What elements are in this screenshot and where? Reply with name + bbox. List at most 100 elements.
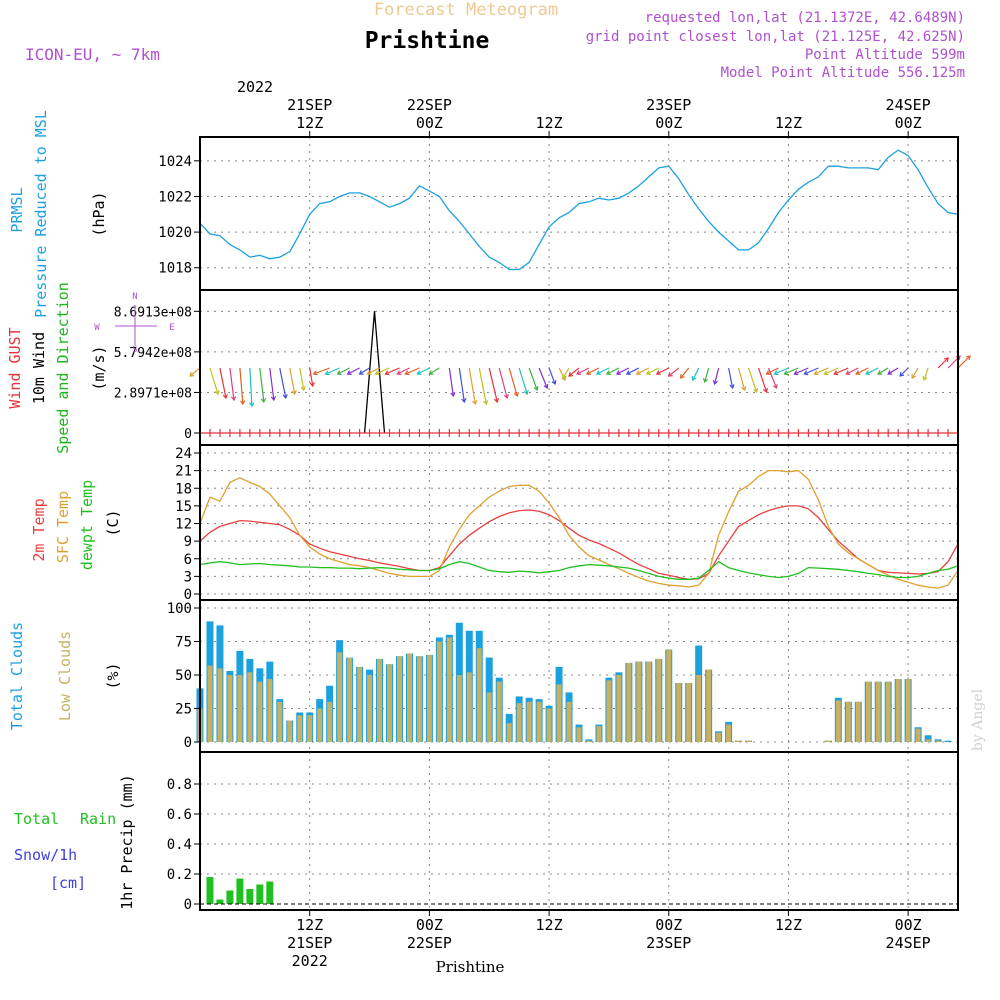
wind-arrow: [937, 357, 949, 369]
wind-panel-frame: [199, 289, 959, 446]
compass-e: E: [169, 323, 174, 333]
wind-arrow-head: [691, 375, 697, 382]
wind-arrow-head: [753, 387, 759, 394]
wind-arrow: [367, 367, 380, 375]
wind-arrow: [309, 367, 314, 387]
top-tick-hour: 00Z: [655, 114, 682, 132]
wind-arrow: [834, 367, 849, 375]
wind-arrow: [417, 367, 430, 375]
wind-arrow: [757, 367, 768, 393]
wind-arrow: [728, 367, 734, 389]
low-cloud-bar: [526, 701, 532, 742]
wind-arrow-head: [493, 398, 500, 404]
top-tick-hour: 12Z: [296, 114, 323, 132]
temp-ytick-label: 21: [175, 464, 192, 480]
watermark: by Angel: [970, 688, 986, 751]
wind-arrow: [239, 367, 244, 405]
low-cloud-bar: [257, 681, 263, 742]
wind-arrow: [429, 367, 440, 375]
rain-bar: [266, 881, 274, 904]
wind-arrow: [606, 367, 620, 375]
wind-arrow-head: [523, 389, 529, 396]
wind-arrow: [774, 367, 789, 375]
low-cloud-bar: [556, 684, 562, 742]
wind-arrow-head: [605, 370, 611, 375]
wind-arrow-head: [240, 400, 246, 406]
low-cloud-bar: [297, 715, 303, 742]
compass-w: W: [94, 323, 100, 333]
wind-arrow-head: [823, 370, 829, 376]
low-cloud-bar: [566, 701, 572, 742]
temp-ytick-label: 24: [175, 446, 192, 462]
wind-arrow-head: [855, 370, 861, 375]
wind-arrow-head: [635, 370, 641, 375]
wind-arrow: [518, 367, 528, 395]
precip-ytick-label: 0.2: [167, 867, 192, 883]
grid-point-coords: grid point closest lon,lat (21.125E, 42.…: [586, 29, 965, 45]
temp-unit: (C): [104, 509, 122, 536]
low-cloud-bar: [456, 675, 462, 742]
wind-arrow: [488, 367, 498, 403]
wind-arrow-head: [533, 385, 539, 392]
wind-arrow: [814, 367, 829, 375]
prmsl-labels: PRMSL Pressure Reduced to MSL (hPa): [8, 110, 108, 318]
wind-arrow-head: [765, 370, 771, 375]
wind-arrow-head: [461, 398, 467, 404]
clouds-ytick-label: 100: [167, 601, 192, 617]
wind-arrow: [498, 367, 508, 399]
low-clouds-label: Low Clouds: [56, 631, 74, 721]
low-cloud-bar: [506, 723, 512, 742]
precip-panel-frame: [199, 751, 959, 911]
low-cloud-bar: [706, 669, 712, 742]
wind-arrow-head: [645, 370, 651, 375]
wind-ytick-label: 2.8971e+08: [114, 386, 192, 401]
bottom-tick-hour: 12Z: [775, 916, 802, 934]
wind-arrow-head: [214, 389, 220, 396]
low-cloud-bar: [885, 681, 891, 742]
wind-arrow: [784, 367, 799, 375]
clouds-ytick-label: 75: [175, 635, 192, 651]
bottom-tick-date: 22SEP: [407, 934, 452, 952]
station-title: Prishtine: [365, 28, 490, 54]
low-cloud-bar: [736, 740, 742, 742]
low-cloud-bar: [357, 666, 363, 742]
low-cloud-bar: [466, 672, 472, 742]
precip-ytick-label: 0.8: [167, 777, 192, 793]
wind-arrow: [586, 367, 600, 375]
wind-arrow-head: [551, 379, 557, 386]
wind-dir-label: Speed and Direction: [54, 282, 72, 454]
wind-arrow: [375, 367, 390, 375]
low-cloud-bar: [865, 681, 871, 742]
rain-label-2: Rain: [80, 810, 116, 828]
dewpt-label: dewpt Temp: [78, 480, 96, 570]
wind-arrow: [576, 367, 590, 375]
wind-arrow-head: [249, 402, 255, 408]
top-tick-date: 21SEP: [287, 96, 332, 114]
bottom-tick-date: 24SEP: [886, 934, 931, 952]
wind-arrow-head: [833, 370, 839, 376]
wind-arrow: [767, 367, 778, 389]
wind-arrow-head: [845, 370, 851, 375]
low-cloud-bar: [576, 727, 582, 742]
model-label: ICON-EU, ~ 7km: [25, 45, 160, 64]
wind-arrow-head: [222, 394, 228, 400]
low-cloud-bar: [696, 675, 702, 742]
low-cloud-bar: [516, 703, 522, 742]
low-cloud-bar: [496, 681, 502, 742]
wind-arrow-head: [702, 378, 709, 384]
wind-arrow-head: [562, 373, 567, 379]
wind-arrow: [347, 367, 360, 375]
wind-arrow: [562, 367, 570, 379]
wind-arrow-head: [911, 373, 916, 379]
rain-bar: [216, 899, 224, 904]
wind-arrow-head: [741, 386, 747, 392]
wind-arrow-head: [450, 392, 456, 398]
low-cloud-bar: [855, 701, 861, 742]
data-layer: [189, 149, 971, 905]
t2m-label: 2m Temp: [30, 498, 48, 561]
rain-bar: [256, 884, 264, 904]
wind-arrow-head: [358, 370, 364, 375]
top-tick-hour: 12Z: [775, 114, 802, 132]
low-cloud-bar: [546, 708, 552, 742]
